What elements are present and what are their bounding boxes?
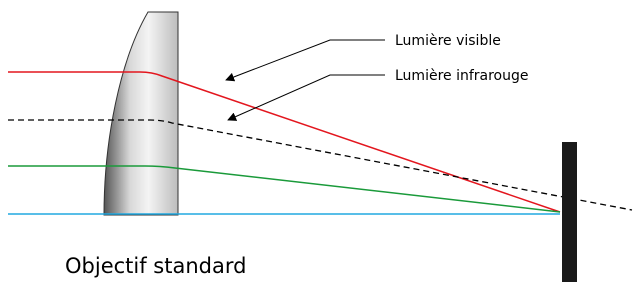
green-ray [8,166,560,212]
label-lens: Objectif standard [65,254,246,278]
label-visible: Lumière visible [395,33,501,49]
visible-ray [8,72,560,212]
infrared-ray [8,120,632,210]
arrow-infrared [228,75,385,120]
lens [104,12,178,215]
diagram: Lumière visible Lumière infrarouge Objec… [0,0,637,282]
sensor [562,142,577,282]
label-infrared: Lumière infrarouge [395,68,529,84]
arrow-visible [226,40,385,80]
